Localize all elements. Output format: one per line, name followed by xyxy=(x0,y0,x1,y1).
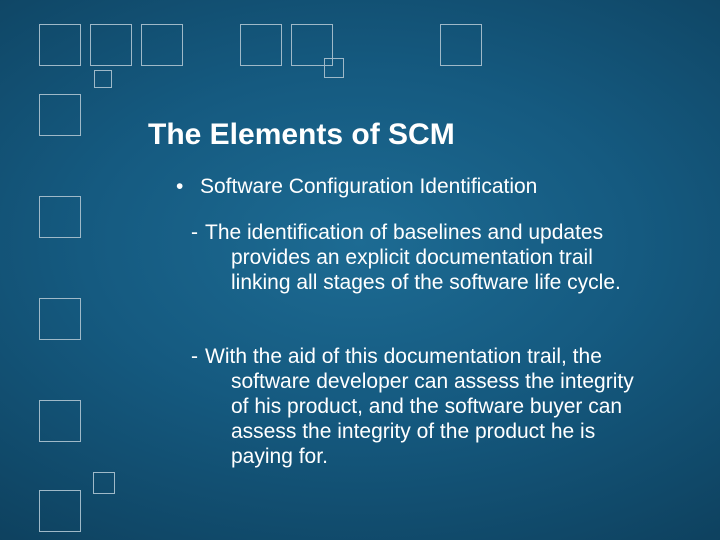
decorative-square xyxy=(141,24,183,66)
sub-bullet: -With the aid of this documentation trai… xyxy=(205,344,645,469)
decorative-square xyxy=(39,94,81,136)
bullet-marker-icon: • xyxy=(176,175,183,199)
decorative-square xyxy=(39,400,81,442)
sub-bullet-text: With the aid of this documentation trail… xyxy=(205,344,645,469)
sub-bullet-text: The identification of baselines and upda… xyxy=(205,220,635,295)
dash-marker-icon: - xyxy=(191,344,198,369)
slide: The Elements of SCM • Software Configura… xyxy=(0,0,720,540)
dash-marker-icon: - xyxy=(191,220,198,245)
decorative-square xyxy=(39,298,81,340)
decorative-square xyxy=(324,58,344,78)
decorative-square xyxy=(39,196,81,238)
decorative-square xyxy=(240,24,282,66)
decorative-square xyxy=(440,24,482,66)
sub-bullet: -The identification of baselines and upd… xyxy=(205,220,635,295)
bullet-text: Software Configuration Identification xyxy=(200,175,537,199)
decorative-square xyxy=(90,24,132,66)
decorative-square xyxy=(39,24,81,66)
slide-title: The Elements of SCM xyxy=(148,118,455,152)
bullet-level-1: • Software Configuration Identification xyxy=(200,175,537,199)
decorative-square xyxy=(39,490,81,532)
decorative-square xyxy=(93,472,115,494)
decorative-square xyxy=(94,70,112,88)
